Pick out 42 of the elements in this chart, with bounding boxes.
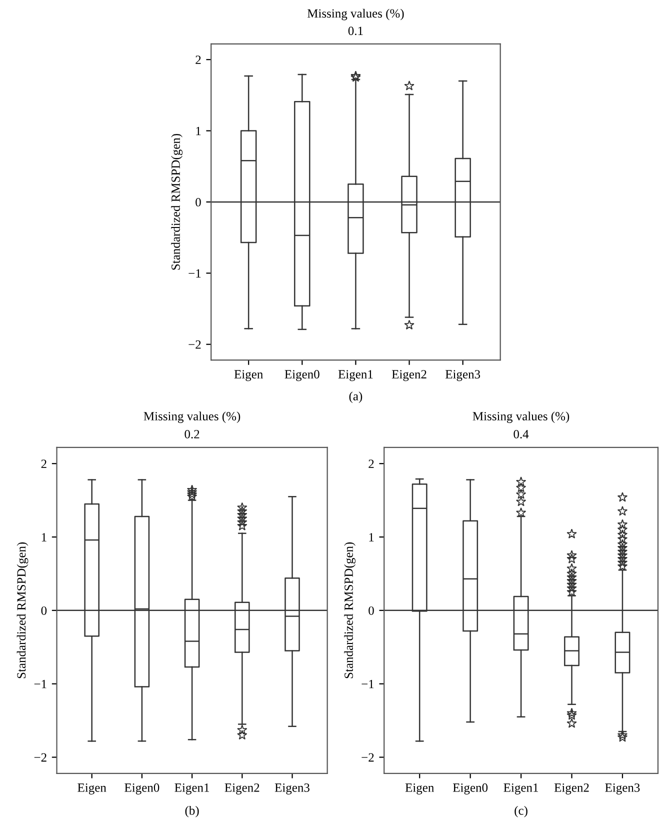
x-tick-label: Eigen1 xyxy=(504,783,538,794)
y-tick-label: 2 xyxy=(368,460,374,468)
x-tick-label: Eigen0 xyxy=(124,783,160,794)
y-tick-label: −1 xyxy=(188,269,201,278)
y-tick-label: 1 xyxy=(42,533,46,542)
x-tick-label: Eigen xyxy=(234,370,263,382)
y-tick-label: −1 xyxy=(34,680,46,688)
y-tick-label: 0 xyxy=(368,606,374,615)
y-tick-label: 2 xyxy=(41,460,46,468)
chart-subtitle: 0.4 xyxy=(514,430,529,438)
x-tick-label: Eigen xyxy=(78,783,106,794)
x-tick-label: Eigen0 xyxy=(284,370,320,382)
x-tick-label: Eigen0 xyxy=(452,783,488,794)
text: (b) xyxy=(185,806,199,818)
x-tick-label: Eigen2 xyxy=(554,783,589,794)
chart-subtitle: 0.2 xyxy=(184,430,200,438)
y-tick-label: −1 xyxy=(362,680,374,688)
y-tick-label: −2 xyxy=(34,753,46,762)
chart-title: Missing values (%) xyxy=(307,8,404,20)
x-tick-label: Eigen xyxy=(405,783,434,794)
y-tick-label: −2 xyxy=(188,340,201,349)
x-tick-label: Eigen2 xyxy=(392,370,426,382)
y-tick-label: 0 xyxy=(196,198,201,206)
x-tick-label: Eigen3 xyxy=(605,783,640,794)
chart-title: Missing values (%) xyxy=(472,412,570,423)
y-axis-title: Standardized RMSPD(gen) xyxy=(171,134,183,270)
y-axis-title: Standardized RMSPD(gen) xyxy=(344,542,356,678)
y-tick-label: 1 xyxy=(369,533,374,542)
x-tick-label: Eigen1 xyxy=(338,370,373,382)
text: (c) xyxy=(514,806,528,818)
y-tick-label: 1 xyxy=(196,126,201,136)
x-tick-label: Eigen3 xyxy=(445,370,480,382)
x-tick-label: Eigen3 xyxy=(274,783,310,794)
chart-title: Missing values (%) xyxy=(144,412,240,423)
chart-subtitle: 0.1 xyxy=(348,26,363,36)
x-tick-label: Eigen2 xyxy=(224,783,260,794)
y-axis-title: Standardized RMSPD(gen) xyxy=(16,542,28,678)
y-tick-label: 0 xyxy=(41,606,47,615)
y-tick-label: −2 xyxy=(362,753,374,762)
x-tick-label: Eigen1 xyxy=(174,783,210,794)
text: (a) xyxy=(349,392,362,403)
y-tick-label: 2 xyxy=(196,56,201,64)
